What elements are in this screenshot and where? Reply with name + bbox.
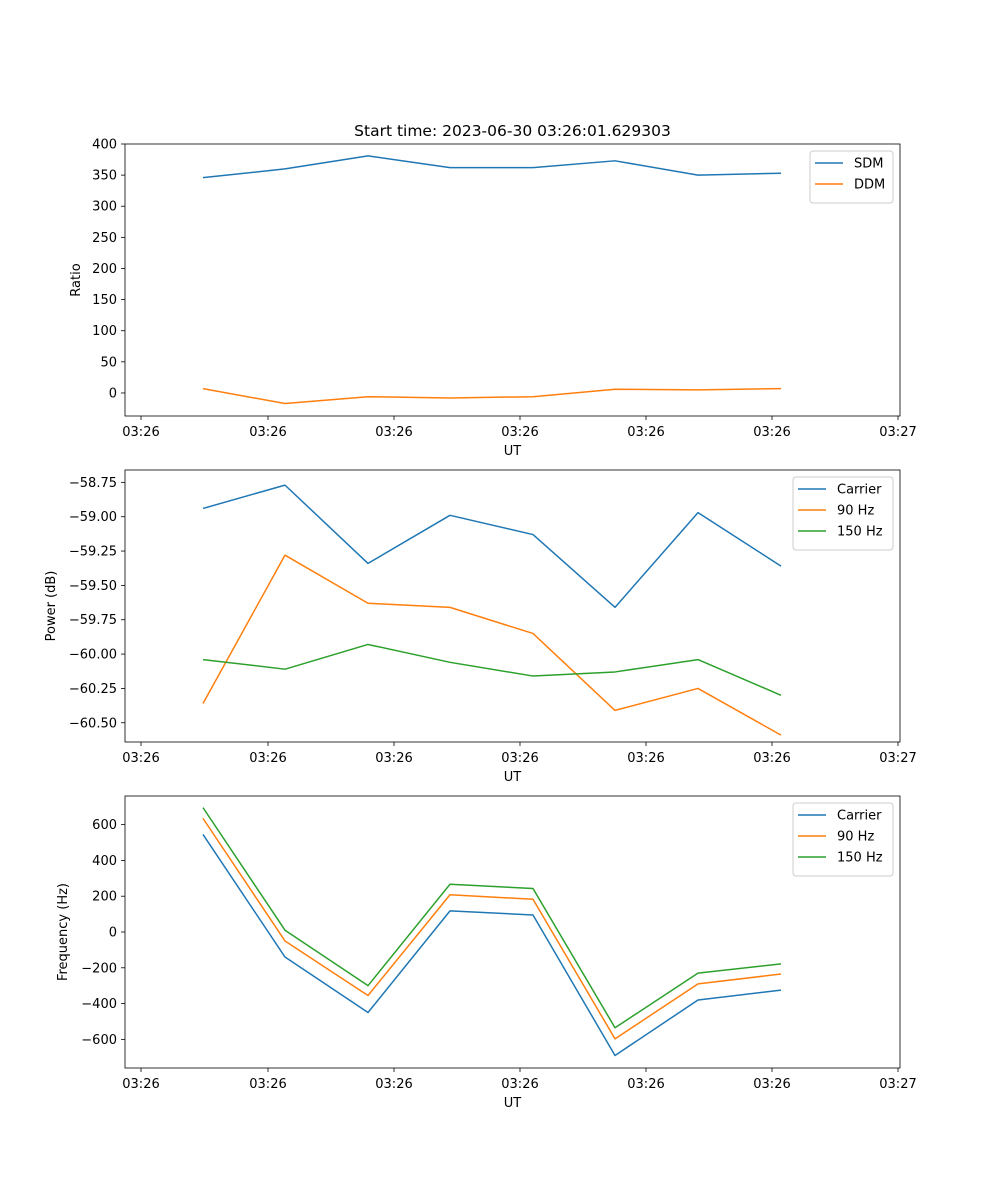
x-tick-label: 03:26 (753, 1077, 790, 1092)
axes-frame (124, 795, 901, 1069)
x-tick-label: 03:26 (122, 425, 159, 440)
x-axis-label: UT (504, 444, 522, 459)
legend: Carrier 90 Hz 150 Hz (792, 476, 894, 551)
y-tick-label: 50 (100, 355, 117, 370)
y-tick-label: −60.25 (69, 682, 117, 697)
y-tick-label: 600 (92, 818, 117, 833)
series-line-90-hz (202, 554, 782, 736)
x-tick-label: 03:26 (122, 1077, 159, 1092)
x-tick-label: 03:26 (122, 751, 159, 766)
y-tick-label: −60.00 (69, 648, 117, 663)
y-axis-label: Power (dB) (44, 571, 59, 642)
legend-label: DDM (854, 178, 885, 193)
legend-label: 90 Hz (837, 504, 874, 519)
legend-label: Carrier (837, 809, 882, 824)
legend-box (809, 150, 894, 204)
legend-label: SDM (854, 157, 883, 172)
x-tick-label: 03:26 (375, 1077, 412, 1092)
series-line-ddm (202, 387, 782, 405)
x-tick-label: 03:26 (375, 425, 412, 440)
y-axis-label: Ratio (69, 263, 84, 296)
y-tick-label: −58.75 (69, 476, 117, 491)
figure-title: Start time: 2023-06-30 03:26:01.629303 (354, 122, 671, 140)
y-axis-label: Frequency (Hz) (56, 883, 71, 981)
x-tick-label: 03:26 (249, 751, 286, 766)
x-tick-label: 03:26 (501, 425, 538, 440)
y-tick-label: −600 (81, 1033, 117, 1048)
x-axis-label: UT (504, 1096, 522, 1111)
y-tick-label: −59.75 (69, 613, 117, 628)
y-tick-label: 100 (92, 324, 117, 339)
series-line-carrier (202, 484, 782, 609)
legend-label: 150 Hz (837, 851, 883, 866)
y-tick-label: 350 (92, 169, 117, 184)
y-tick-label: 400 (92, 138, 117, 153)
chart-panel-2: 03:26 03:26 03:26 03:26 03:26 03:26 03:27 −60.5… (44, 469, 917, 785)
x-axis-label: UT (504, 770, 522, 785)
x-tick-label: 03:26 (249, 1077, 286, 1092)
axes-frame (124, 143, 901, 417)
legend-label: 150 Hz (837, 525, 883, 540)
y-tick-label: −200 (81, 961, 117, 976)
y-tick-label: −59.50 (69, 579, 117, 594)
legend-label: 90 Hz (837, 830, 874, 845)
y-tick-label: 400 (92, 854, 117, 869)
x-tick-label: 03:26 (249, 425, 286, 440)
x-tick-label: 03:26 (375, 751, 412, 766)
y-tick-label: 200 (92, 890, 117, 905)
x-tick-label: 03:26 (501, 751, 538, 766)
y-tick-label: 300 (92, 200, 117, 215)
y-tick-label: −59.25 (69, 545, 117, 560)
y-tick-label: 0 (109, 386, 117, 401)
x-tick-label: 03:26 (753, 751, 790, 766)
x-tick-label: 03:27 (879, 425, 916, 440)
x-tick-label: 03:27 (879, 751, 916, 766)
x-tick-label: 03:26 (627, 1077, 664, 1092)
series-line-90-hz (202, 817, 782, 1040)
y-tick-label: −400 (81, 997, 117, 1012)
legend: SDM DDM (809, 150, 894, 204)
x-tick-label: 03:27 (879, 1077, 916, 1092)
y-tick-label: −59.00 (69, 510, 117, 525)
series-line-150-hz (202, 807, 782, 1029)
axes-frame (124, 469, 901, 743)
legend-label: Carrier (837, 483, 882, 498)
y-tick-label: −60.50 (69, 716, 117, 731)
y-tick-label: 0 (109, 926, 117, 941)
x-tick-label: 03:26 (753, 425, 790, 440)
x-tick-label: 03:26 (627, 751, 664, 766)
series-line-sdm (202, 155, 782, 179)
chart-panel-3: 03:26 03:26 03:26 03:26 03:26 03:26 03:27 −600 −… (56, 795, 917, 1111)
series-line-carrier (202, 834, 782, 1057)
x-tick-label: 03:26 (501, 1077, 538, 1092)
y-tick-label: 200 (92, 262, 117, 277)
y-tick-label: 150 (92, 293, 117, 308)
y-tick-label: 250 (92, 231, 117, 246)
chart-panel-1: 03:26 03:26 03:26 03:26 03:26 03:26 03:27 0 50 10… (69, 138, 917, 460)
x-tick-label: 03:26 (627, 425, 664, 440)
legend: Carrier 90 Hz 150 Hz (792, 802, 894, 877)
series-line-150-hz (202, 643, 782, 696)
